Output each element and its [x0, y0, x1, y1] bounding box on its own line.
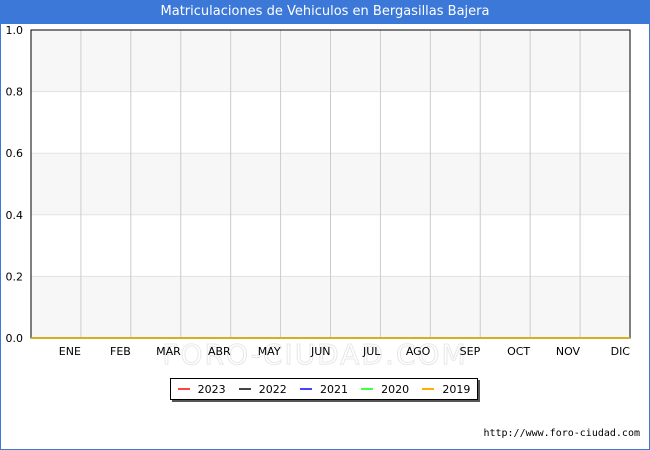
- x-tick-label: JUL: [362, 345, 381, 358]
- y-tick-label: 1.0: [6, 24, 24, 37]
- legend-label: 2022: [258, 382, 287, 396]
- y-tick-label: 0.2: [6, 270, 24, 283]
- legend-swatch: [299, 388, 312, 390]
- legend-label: 2020: [381, 382, 410, 396]
- legend-item-2023: 2023: [177, 382, 226, 396]
- legend-swatch: [177, 388, 190, 390]
- watermark: FORO-CIUDAD.COM: [162, 338, 467, 371]
- x-tick-label: MAR: [156, 345, 181, 358]
- legend-item-2020: 2020: [361, 383, 409, 396]
- x-tick-label: FEB: [110, 345, 131, 358]
- legend-item-2021: 2021: [299, 382, 348, 396]
- chart-legend: 2023 2022 2021 2020 2019: [170, 378, 478, 400]
- y-tick-label: 0.6: [6, 147, 24, 160]
- legend-item-2022: 2022: [238, 382, 287, 396]
- legend-item-2019: 2019: [422, 383, 470, 396]
- legend-label: 2021: [319, 382, 348, 396]
- legend-swatch: [361, 388, 374, 390]
- x-tick-label: MAY: [258, 345, 281, 358]
- y-tick-label: 0.0: [6, 332, 24, 345]
- legend-label: 2019: [442, 382, 471, 396]
- source-url: http://www.foro-ciudad.com: [483, 428, 640, 439]
- legend-label: 2023: [197, 382, 226, 396]
- x-tick-label: SEP: [460, 345, 481, 358]
- legend-swatch: [422, 388, 435, 390]
- x-tick-label: ABR: [208, 345, 231, 358]
- x-tick-label: AGO: [406, 345, 431, 358]
- legend-swatch: [238, 388, 251, 390]
- x-tick-label: DIC: [611, 345, 631, 358]
- x-tick-label: ENE: [59, 345, 81, 358]
- chart-title: Matriculaciones de Vehiculos en Bergasil…: [0, 0, 650, 24]
- y-tick-label: 0.4: [6, 209, 24, 222]
- x-tick-label: OCT: [507, 345, 530, 358]
- x-tick-label: JUN: [310, 345, 331, 358]
- x-tick-label: NOV: [556, 345, 581, 358]
- y-tick-label: 0.8: [6, 86, 24, 99]
